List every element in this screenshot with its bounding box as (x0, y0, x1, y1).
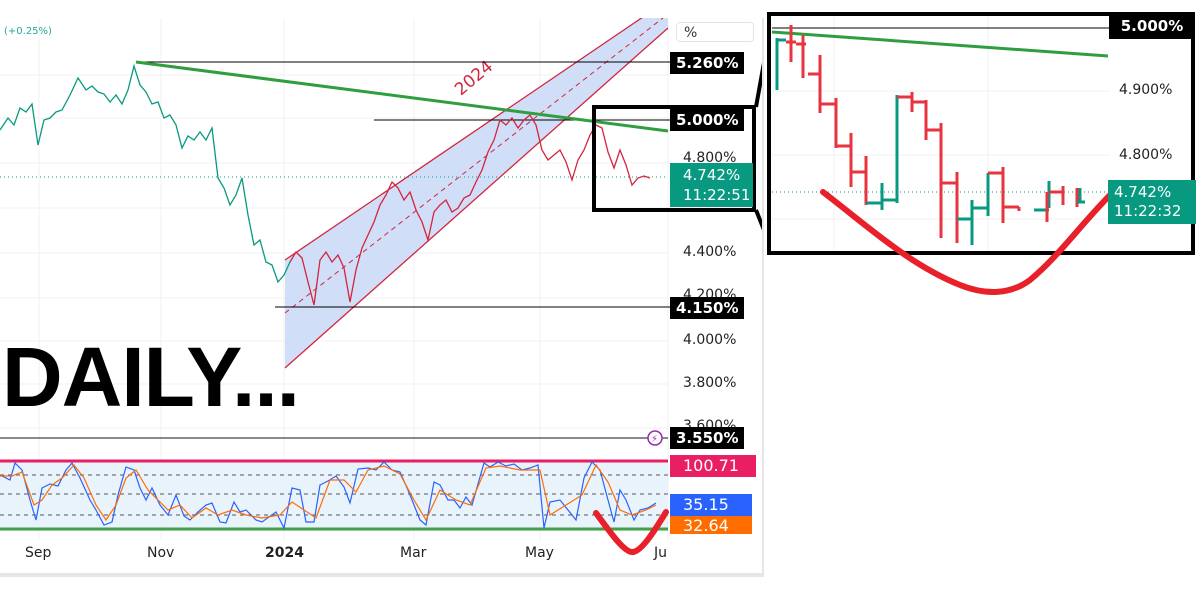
svg-text:⚡: ⚡ (651, 434, 658, 445)
last-price-tag: 4.742% 11:22:51 (670, 163, 753, 207)
trendline (135, 60, 669, 133)
axis-tick: 4.800% (683, 150, 737, 166)
stoch-d-line (0, 463, 657, 522)
axis-tick: 4.400% (683, 244, 737, 260)
level-tag-5000: 5.000% (670, 109, 745, 131)
time-tick: Ju (654, 545, 668, 561)
inset-level-tag: 5.000% (1109, 14, 1195, 39)
zoom-box (592, 105, 756, 212)
main-chart-canvas[interactable]: 2024 ⚡ (0, 18, 762, 573)
chart-title-overlay: DAILY... (2, 330, 300, 424)
price-change-label: (+0.25%) (4, 26, 52, 37)
osc-d-tag: 32.64 (670, 516, 752, 534)
inset-last-price: 4.742% (1114, 183, 1172, 201)
last-price-value: 4.742% (683, 166, 741, 184)
regression-channel (285, 18, 668, 368)
cup-annotation-inset (820, 189, 1116, 295)
cup-annotation-oscillator (593, 509, 669, 555)
scale-percent-button[interactable]: % (676, 22, 754, 42)
inset-axis-tick: 4.900% (1119, 82, 1173, 98)
chart-panel[interactable]: 2024 ⚡ (0, 18, 764, 577)
stoch-k-line (0, 460, 657, 530)
level-tag-3550: 3.550% (670, 427, 745, 449)
inset-axis-tick: 4.800% (1119, 147, 1173, 163)
channel-label: 2024 (451, 57, 497, 100)
osc-k-tag: 35.15 (670, 494, 752, 516)
bar-countdown: 11:22:51 (683, 186, 751, 204)
level-tag-5260: 5.260% (670, 52, 745, 74)
axis-tick: 4.000% (683, 332, 737, 348)
inset-last-price-tag: 4.742% 11:22:32 (1108, 180, 1196, 224)
time-tick: Mar (400, 545, 427, 561)
oscillator-band (0, 461, 668, 531)
osc-upper-tag: 100.71 (670, 455, 756, 477)
time-tick: Sep (25, 545, 52, 561)
time-tick: Nov (147, 545, 175, 561)
axis-tick: 3.800% (683, 375, 737, 391)
time-tick: 2024 (265, 545, 304, 561)
time-tick: May (525, 545, 554, 561)
ohlc-bars (0, 63, 651, 306)
inset-countdown: 11:22:32 (1114, 202, 1182, 220)
grid-lines (0, 18, 669, 540)
level-tag-4150: 4.150% (670, 297, 745, 319)
